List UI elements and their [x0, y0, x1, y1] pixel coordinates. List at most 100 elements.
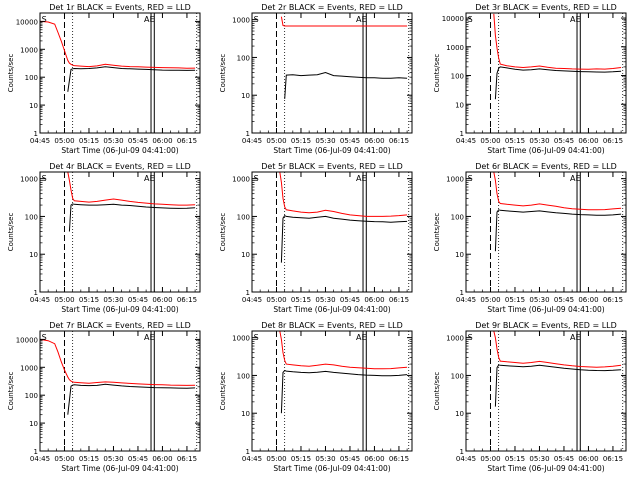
y-tick-label: 10000 [442, 15, 464, 23]
x-axis-label: Start Time (06-Jul-09 04:41:00) [487, 464, 604, 473]
chart-title: Det 3r BLACK = Events, RED = LLD [475, 3, 617, 12]
y-axis-label: Counts/sec [7, 372, 15, 411]
y-tick-label: 1000 [20, 364, 38, 372]
x-tick-label: 05:00 [480, 137, 500, 145]
y-tick-label: 1000 [232, 17, 250, 25]
x-tick-label: 05:30 [315, 137, 335, 145]
x-tick-label: 05:30 [315, 455, 335, 463]
x-tick-label: 05:30 [315, 296, 335, 304]
y-tick-label: 10 [241, 251, 250, 259]
x-tick-label: 05:00 [54, 296, 74, 304]
y-tick-label: 10000 [16, 336, 38, 344]
y-axis-label: Counts/sec [433, 213, 441, 252]
y-tick-label: 1 [34, 289, 38, 297]
x-tick-label: 04:45 [456, 296, 476, 304]
plot-frame [251, 330, 413, 452]
lld-series-line [67, 172, 196, 206]
x-axis-label: Start Time (06-Jul-09 04:41:00) [61, 146, 178, 155]
x-tick-label: 05:15 [79, 455, 99, 463]
x-tick-label: 05:00 [480, 455, 500, 463]
x-tick-label: 05:45 [554, 296, 574, 304]
lld-series-line [493, 13, 622, 70]
x-tick-label: 05:30 [529, 296, 549, 304]
x-tick-label: 04:45 [30, 455, 50, 463]
x-tick-label: 04:45 [30, 296, 50, 304]
events-series-line [284, 71, 408, 99]
y-axis-label: Counts/sec [219, 54, 227, 93]
x-tick-label: 05:00 [480, 296, 500, 304]
x-tick-label: 05:30 [529, 455, 549, 463]
x-axis-label: Start Time (06-Jul-09 04:41:00) [273, 305, 390, 314]
lld-series-line [40, 20, 196, 69]
x-tick-label: 06:15 [603, 296, 623, 304]
y-tick-label: 1 [246, 130, 250, 138]
y-tick-label: 1 [246, 448, 250, 456]
x-tick-label: 05:00 [54, 455, 74, 463]
chart-title: Det 9r BLACK = Events, RED = LLD [475, 321, 617, 330]
y-axis-label: Counts/sec [7, 213, 15, 252]
x-tick-label: 05:00 [54, 137, 74, 145]
y-tick-label: 1000 [20, 176, 38, 184]
y-tick-label: 100 [451, 372, 464, 380]
x-axis-label: Start Time (06-Jul-09 04:41:00) [487, 305, 604, 314]
events-series-line [67, 66, 196, 92]
y-tick-label: 10 [455, 251, 464, 259]
lld-series-line [493, 172, 622, 211]
y-tick-label: 100 [25, 74, 38, 82]
x-tick-label: 04:45 [242, 455, 262, 463]
chart-panel-2: Det 2r BLACK = Events, RED = LLDSAE11010… [219, 3, 413, 155]
y-tick-label: 1 [460, 130, 464, 138]
x-tick-label: 06:00 [578, 296, 598, 304]
x-tick-label: 05:15 [505, 296, 525, 304]
x-tick-label: 05:45 [128, 455, 148, 463]
x-axis-label: Start Time (06-Jul-09 04:41:00) [487, 146, 604, 155]
y-tick-label: 1000 [232, 335, 250, 343]
x-tick-label: 04:45 [456, 455, 476, 463]
x-axis-label: Start Time (06-Jul-09 04:41:00) [61, 305, 178, 314]
plot-frame [39, 12, 201, 134]
x-axis-label: Start Time (06-Jul-09 04:41:00) [273, 464, 390, 473]
y-tick-label: 1000 [446, 176, 464, 184]
y-tick-label: 1 [460, 448, 464, 456]
y-tick-label: 10000 [16, 18, 38, 26]
flag-ae-label: AE [570, 174, 581, 183]
chart-panel-5: Det 5r BLACK = Events, RED = LLDSAE11010… [219, 162, 413, 314]
events-series-line [494, 364, 622, 407]
y-tick-label: 1 [460, 289, 464, 297]
y-tick-label: 1000 [20, 46, 38, 54]
x-tick-label: 05:30 [103, 296, 123, 304]
y-axis-label: Counts/sec [219, 213, 227, 252]
plot-frame [465, 330, 627, 452]
x-tick-label: 06:15 [603, 455, 623, 463]
flag-s-label: S [42, 333, 47, 342]
y-tick-label: 100 [237, 372, 250, 380]
y-axis-label: Counts/sec [219, 372, 227, 411]
y-axis-label: Counts/sec [7, 54, 15, 93]
x-tick-label: 05:15 [79, 137, 99, 145]
x-tick-label: 05:15 [505, 137, 525, 145]
chart-title: Det 7r BLACK = Events, RED = LLD [49, 321, 191, 330]
x-tick-label: 05:00 [266, 137, 286, 145]
chart-title: Det 8r BLACK = Events, RED = LLD [261, 321, 403, 330]
x-tick-label: 06:00 [364, 137, 384, 145]
y-tick-label: 100 [451, 213, 464, 221]
plot-frame [39, 330, 201, 452]
x-tick-label: 05:45 [340, 137, 360, 145]
flag-ae-label: AE [144, 333, 155, 342]
lld-series-line [279, 172, 408, 217]
x-tick-label: 06:00 [364, 455, 384, 463]
y-tick-label: 100 [237, 54, 250, 62]
x-tick-label: 06:15 [389, 455, 409, 463]
x-tick-label: 06:00 [578, 455, 598, 463]
chart-title: Det 5r BLACK = Events, RED = LLD [261, 162, 403, 171]
x-tick-label: 05:15 [79, 296, 99, 304]
y-tick-label: 10 [455, 410, 464, 418]
y-tick-label: 100 [451, 73, 464, 81]
x-tick-label: 04:45 [30, 137, 50, 145]
y-tick-label: 10 [29, 420, 38, 428]
flag-ae-label: AE [570, 333, 581, 342]
x-tick-label: 04:45 [456, 137, 476, 145]
events-series-line [68, 203, 196, 232]
